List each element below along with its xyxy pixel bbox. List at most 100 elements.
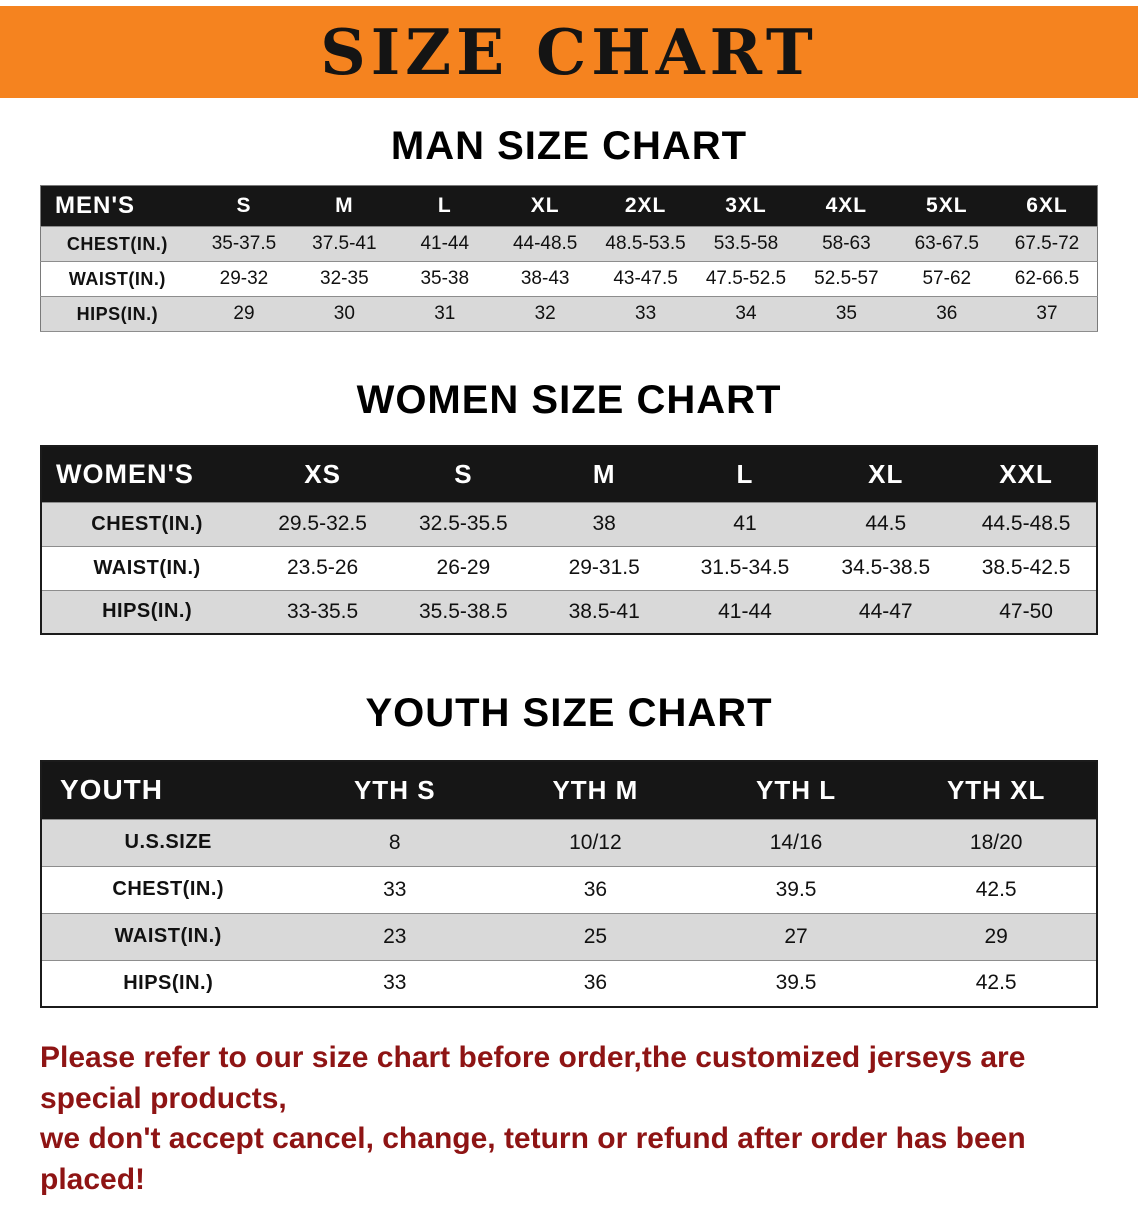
table-cell: 44.5 (815, 501, 957, 547)
size-column-header: XL (815, 446, 957, 502)
size-column-header: 2XL (595, 185, 696, 227)
measurement-label: CHEST(IN.) (41, 501, 253, 547)
disclaimer-line-1: Please refer to our size chart before or… (40, 1041, 1026, 1115)
table-cell: 48.5-53.5 (595, 226, 696, 262)
size-column-header: S (193, 185, 295, 227)
table-cell: 31 (394, 296, 495, 332)
table-corner-label: MEN'S (40, 185, 194, 227)
size-column-header: M (533, 446, 675, 502)
measurement-label: HIPS(IN.) (41, 589, 253, 635)
table-cell: 10/12 (495, 818, 696, 867)
table-cell: 33-35.5 (252, 589, 393, 635)
table-cell: 26-29 (392, 545, 534, 591)
measurement-label: U.S.SIZE (41, 818, 295, 867)
table-row: CHEST(IN.) 33 36 39.5 42.5 (41, 865, 1097, 914)
measurement-label: HIPS(IN.) (41, 959, 295, 1008)
measurement-label: HIPS(IN.) (40, 296, 194, 332)
disclaimer: Please refer to our size chart before or… (40, 1038, 1100, 1200)
table-cell: 38 (533, 501, 675, 547)
table-cell: 29.5-32.5 (252, 501, 393, 547)
table-cell: 27 (695, 912, 897, 961)
size-column-header: L (674, 446, 816, 502)
women-size-chart-section: WOMEN SIZE CHART WOMEN'S XS S M L XL XXL CHEST(… (0, 378, 1138, 635)
banner: SIZE CHART (0, 6, 1138, 98)
table-cell: 33 (595, 296, 696, 332)
page-title: SIZE CHART (320, 15, 818, 89)
table-cell: 14/16 (695, 818, 897, 867)
table-cell: 36 (896, 296, 997, 332)
table-cell: 63-67.5 (896, 226, 997, 262)
size-column-header: YTH S (294, 761, 496, 819)
table-cell: 52.5-57 (796, 261, 897, 297)
table-cell: 41 (674, 501, 816, 547)
man-size-chart-section: MAN SIZE CHART MEN'S S M L XL 2XL 3XL 4XL 5XL 6XL… (0, 124, 1138, 332)
size-column-header: YTH XL (896, 761, 1097, 819)
table-cell: 57-62 (896, 261, 997, 297)
table-row: HIPS(IN.) 33 36 39.5 42.5 (41, 959, 1097, 1008)
table-cell: 39.5 (695, 865, 897, 914)
table-cell: 35-37.5 (193, 226, 295, 262)
table-cell: 42.5 (896, 959, 1097, 1008)
women-size-chart-title: WOMEN SIZE CHART (356, 378, 782, 422)
table-cell: 35 (796, 296, 897, 332)
table-cell: 32-35 (294, 261, 395, 297)
table-cell: 67.5-72 (997, 226, 1098, 262)
youth-size-table: YOUTH YTH S YTH M YTH L YTH XL U.S.SIZE 8 10/12… (40, 760, 1098, 1008)
man-size-table: MEN'S S M L XL 2XL 3XL 4XL 5XL 6XL CHEST(IN.) 35-37… (40, 185, 1098, 332)
size-column-header: YTH L (695, 761, 897, 819)
measurement-label: CHEST(IN.) (40, 226, 194, 262)
measurement-label: WAIST(IN.) (40, 261, 194, 297)
table-cell: 29-31.5 (533, 545, 675, 591)
table-cell: 34.5-38.5 (815, 545, 957, 591)
table-cell: 36 (495, 865, 696, 914)
table-cell: 43-47.5 (595, 261, 696, 297)
size-column-header: 3XL (695, 185, 797, 227)
table-cell: 23.5-26 (252, 545, 393, 591)
table-cell: 33 (294, 865, 496, 914)
table-cell: 39.5 (695, 959, 897, 1008)
size-column-header: 4XL (796, 185, 897, 227)
table-cell: 32 (494, 296, 596, 332)
size-column-header: YTH M (495, 761, 696, 819)
table-cell: 38.5-42.5 (956, 545, 1097, 591)
table-corner-label: WOMEN'S (41, 446, 253, 502)
table-cell: 35-38 (394, 261, 495, 297)
size-column-header: 5XL (896, 185, 997, 227)
table-cell: 29 (896, 912, 1097, 961)
table-cell: 38.5-41 (533, 589, 675, 635)
table-cell: 42.5 (896, 865, 1097, 914)
table-row: WAIST(IN.) 29-32 32-35 35-38 38-43 43-47.5 47.… (40, 261, 1098, 297)
table-cell: 62-66.5 (997, 261, 1098, 297)
women-size-table: WOMEN'S XS S M L XL XXL CHEST(IN.) 29.5-32.5 32.5… (40, 445, 1098, 635)
table-cell: 31.5-34.5 (674, 545, 816, 591)
table-corner-label: YOUTH (41, 761, 295, 819)
table-row: CHEST(IN.) 35-37.5 37.5-41 41-44 44-48.5 48.5… (40, 226, 1098, 262)
table-cell: 23 (294, 912, 496, 961)
table-cell: 44-48.5 (494, 226, 596, 262)
measurement-label: WAIST(IN.) (41, 912, 295, 961)
table-cell: 36 (495, 959, 696, 1008)
table-row: WAIST(IN.) 23 25 27 29 (41, 912, 1097, 961)
table-cell: 29 (193, 296, 295, 332)
size-column-header: S (392, 446, 534, 502)
table-cell: 33 (294, 959, 496, 1008)
size-column-header: XXL (956, 446, 1097, 502)
size-column-header: M (294, 185, 395, 227)
size-column-header: L (394, 185, 495, 227)
table-cell: 53.5-58 (695, 226, 797, 262)
measurement-label: WAIST(IN.) (41, 545, 253, 591)
table-cell: 37.5-41 (294, 226, 395, 262)
measurement-label: CHEST(IN.) (41, 865, 295, 914)
table-cell: 32.5-35.5 (392, 501, 534, 547)
table-header-row: YOUTH YTH S YTH M YTH L YTH XL (41, 761, 1097, 819)
table-cell: 38-43 (494, 261, 596, 297)
table-row: WAIST(IN.) 23.5-26 26-29 29-31.5 31.5-34.5 34… (41, 545, 1097, 591)
table-header-row: WOMEN'S XS S M L XL XXL (41, 446, 1097, 502)
table-cell: 44.5-48.5 (956, 501, 1097, 547)
table-cell: 41-44 (674, 589, 816, 635)
table-cell: 47-50 (956, 589, 1097, 635)
table-row: U.S.SIZE 8 10/12 14/16 18/20 (41, 818, 1097, 867)
table-cell: 25 (495, 912, 696, 961)
table-row: HIPS(IN.) 33-35.5 35.5-38.5 38.5-41 41-44 44-… (41, 589, 1097, 635)
